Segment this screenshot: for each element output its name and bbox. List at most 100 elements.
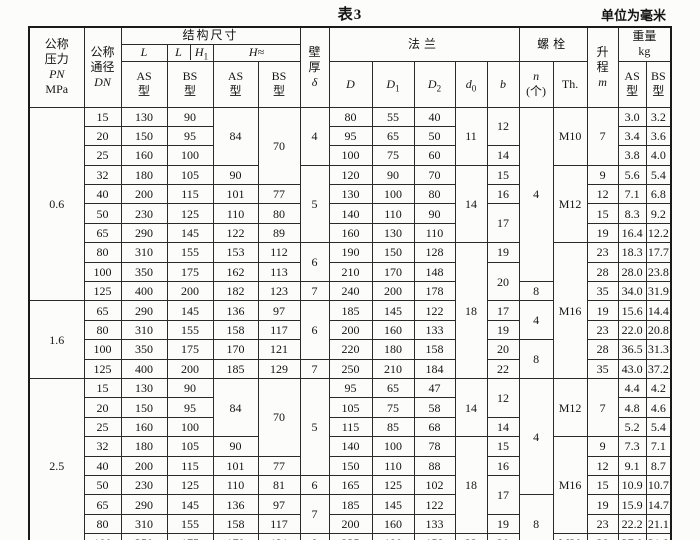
table-cell: 158: [413, 339, 456, 360]
table-row: 40 200 115 101 77 130 100 80 16 12 7.1 6.8: [29, 184, 672, 205]
table-cell: 310: [120, 319, 168, 341]
table-cell: 155: [166, 319, 214, 341]
table-cell: M16: [552, 436, 588, 535]
table-cell: M12: [552, 377, 588, 438]
table-cell: 32: [83, 436, 122, 457]
table-cell: 130: [371, 222, 415, 244]
table-cell: 95: [166, 397, 214, 418]
table-cell: 35: [586, 281, 619, 302]
table-cell: 7: [586, 377, 619, 438]
table-cell: 100: [83, 339, 122, 360]
table-cell: 122: [413, 300, 456, 321]
table-cell: 100: [83, 261, 122, 283]
table-cell: 90: [212, 164, 259, 186]
table-cell: 70: [413, 164, 456, 186]
table-cell: 185: [328, 494, 373, 515]
table-cell: 153: [212, 242, 259, 263]
table-cell: 18: [454, 242, 488, 379]
table-cell: 150: [371, 242, 415, 263]
table-cell: 240: [328, 281, 373, 302]
table-cell: 400: [120, 358, 168, 379]
table-cell: 60: [413, 145, 456, 166]
table-cell: 65: [83, 494, 122, 515]
table-cell: 80: [413, 184, 456, 205]
table-row: 0.6 15 130 90 84 70 4 80 55 40 11 12 4 M10 7 3.0 3.2: [28, 106, 672, 302]
table-row: 65 290 145 136 97 7 185 145 122 8 19 15.9 14.7: [29, 494, 672, 540]
table-cell: 23: [586, 513, 619, 535]
table-cell: 100: [83, 533, 122, 540]
table-cell: 100: [371, 184, 415, 205]
header-thread: Th.: [552, 60, 588, 108]
table-cell: 9.1: [617, 455, 647, 476]
table-cell: 37.2: [645, 358, 672, 379]
table-cell: 200: [120, 184, 168, 205]
table-row: 50 230 125 110 80 140 110 90 17 15 8.3 9.2: [29, 203, 672, 244]
header-D2: D2: [413, 60, 456, 108]
table-cell: 23: [586, 242, 619, 263]
table-cell: 155: [166, 513, 214, 535]
table-cell: 80: [83, 242, 122, 263]
table-cell: 185: [212, 358, 259, 379]
header-weight-bs-type: BS 型: [645, 60, 672, 108]
table-cell: 160: [371, 513, 415, 535]
table-cell: 35: [586, 358, 619, 379]
table-cell: 28: [586, 339, 619, 360]
table-cell: 18.3: [617, 242, 647, 263]
table-cell: 37.0: [617, 533, 647, 540]
table-row: 20 150 95 95 65 50 3.4 3.6: [29, 125, 672, 147]
table-cell: 55: [371, 106, 415, 127]
header-structure-dimensions: 结构尺寸: [120, 26, 301, 45]
table-cell: 117: [257, 319, 301, 341]
table-cell: 210: [371, 358, 415, 379]
table-cell: 160: [328, 222, 373, 244]
table-cell: 250: [328, 358, 373, 379]
table-cell: 160: [120, 416, 168, 438]
table-cell: 350: [120, 261, 168, 283]
table-cell: 20: [83, 125, 122, 147]
table-cell: 17: [486, 300, 520, 321]
table-cell: 121: [257, 533, 301, 540]
header-flange: 法兰: [328, 26, 520, 62]
table-cell: 88: [413, 455, 456, 476]
table-cell: 105: [166, 164, 214, 186]
table-cell: 19: [586, 222, 619, 244]
table-cell: 220: [328, 339, 373, 360]
table-cell: 5.6: [617, 164, 647, 186]
table-cell: 175: [166, 339, 214, 360]
table-cell: 16: [486, 455, 520, 476]
table-cell: 16: [486, 184, 520, 205]
table-cell: 25: [83, 145, 122, 166]
table-cell: 11: [454, 106, 488, 166]
table-cell: 145: [166, 300, 214, 321]
table-cell: 23.8: [645, 261, 672, 283]
table-cell: 77: [257, 455, 301, 476]
table-cell: 28: [586, 261, 619, 283]
header-D1: D1: [371, 60, 415, 108]
table-cell: 230: [120, 474, 168, 496]
table-cell: 15: [486, 436, 520, 457]
table-cell: 14.4: [645, 300, 672, 321]
header-as-type: AS 型: [212, 60, 259, 108]
table-cell: 3.8: [617, 145, 647, 166]
table-cell: 50: [413, 125, 456, 147]
table-cell: 15.6: [617, 300, 647, 321]
table-row: 25 160 100 115 85 68 14 5.2 5.4: [29, 416, 672, 438]
table-cell: 200: [166, 358, 214, 379]
table-cell: 140: [328, 203, 373, 224]
table-cell: 17.7: [645, 242, 672, 263]
table-cell: 165: [328, 474, 373, 496]
table-cell: 145: [166, 494, 214, 515]
table-cell: 136: [212, 300, 259, 321]
table-cell: 20: [83, 397, 122, 418]
table-cell: 6: [299, 474, 330, 496]
table-cell: 19: [486, 242, 520, 263]
table-cell: 9: [586, 164, 619, 186]
table-cell: 100: [166, 416, 214, 438]
header-as-type: AS 型: [120, 60, 168, 108]
table-cell: 8.7: [645, 455, 672, 476]
table-cell: 81: [257, 474, 301, 496]
table-cell: 78: [413, 436, 456, 457]
table-cell: 120: [328, 164, 373, 186]
table-cell: 31.3: [645, 339, 672, 360]
table-cell: 180: [120, 164, 168, 186]
